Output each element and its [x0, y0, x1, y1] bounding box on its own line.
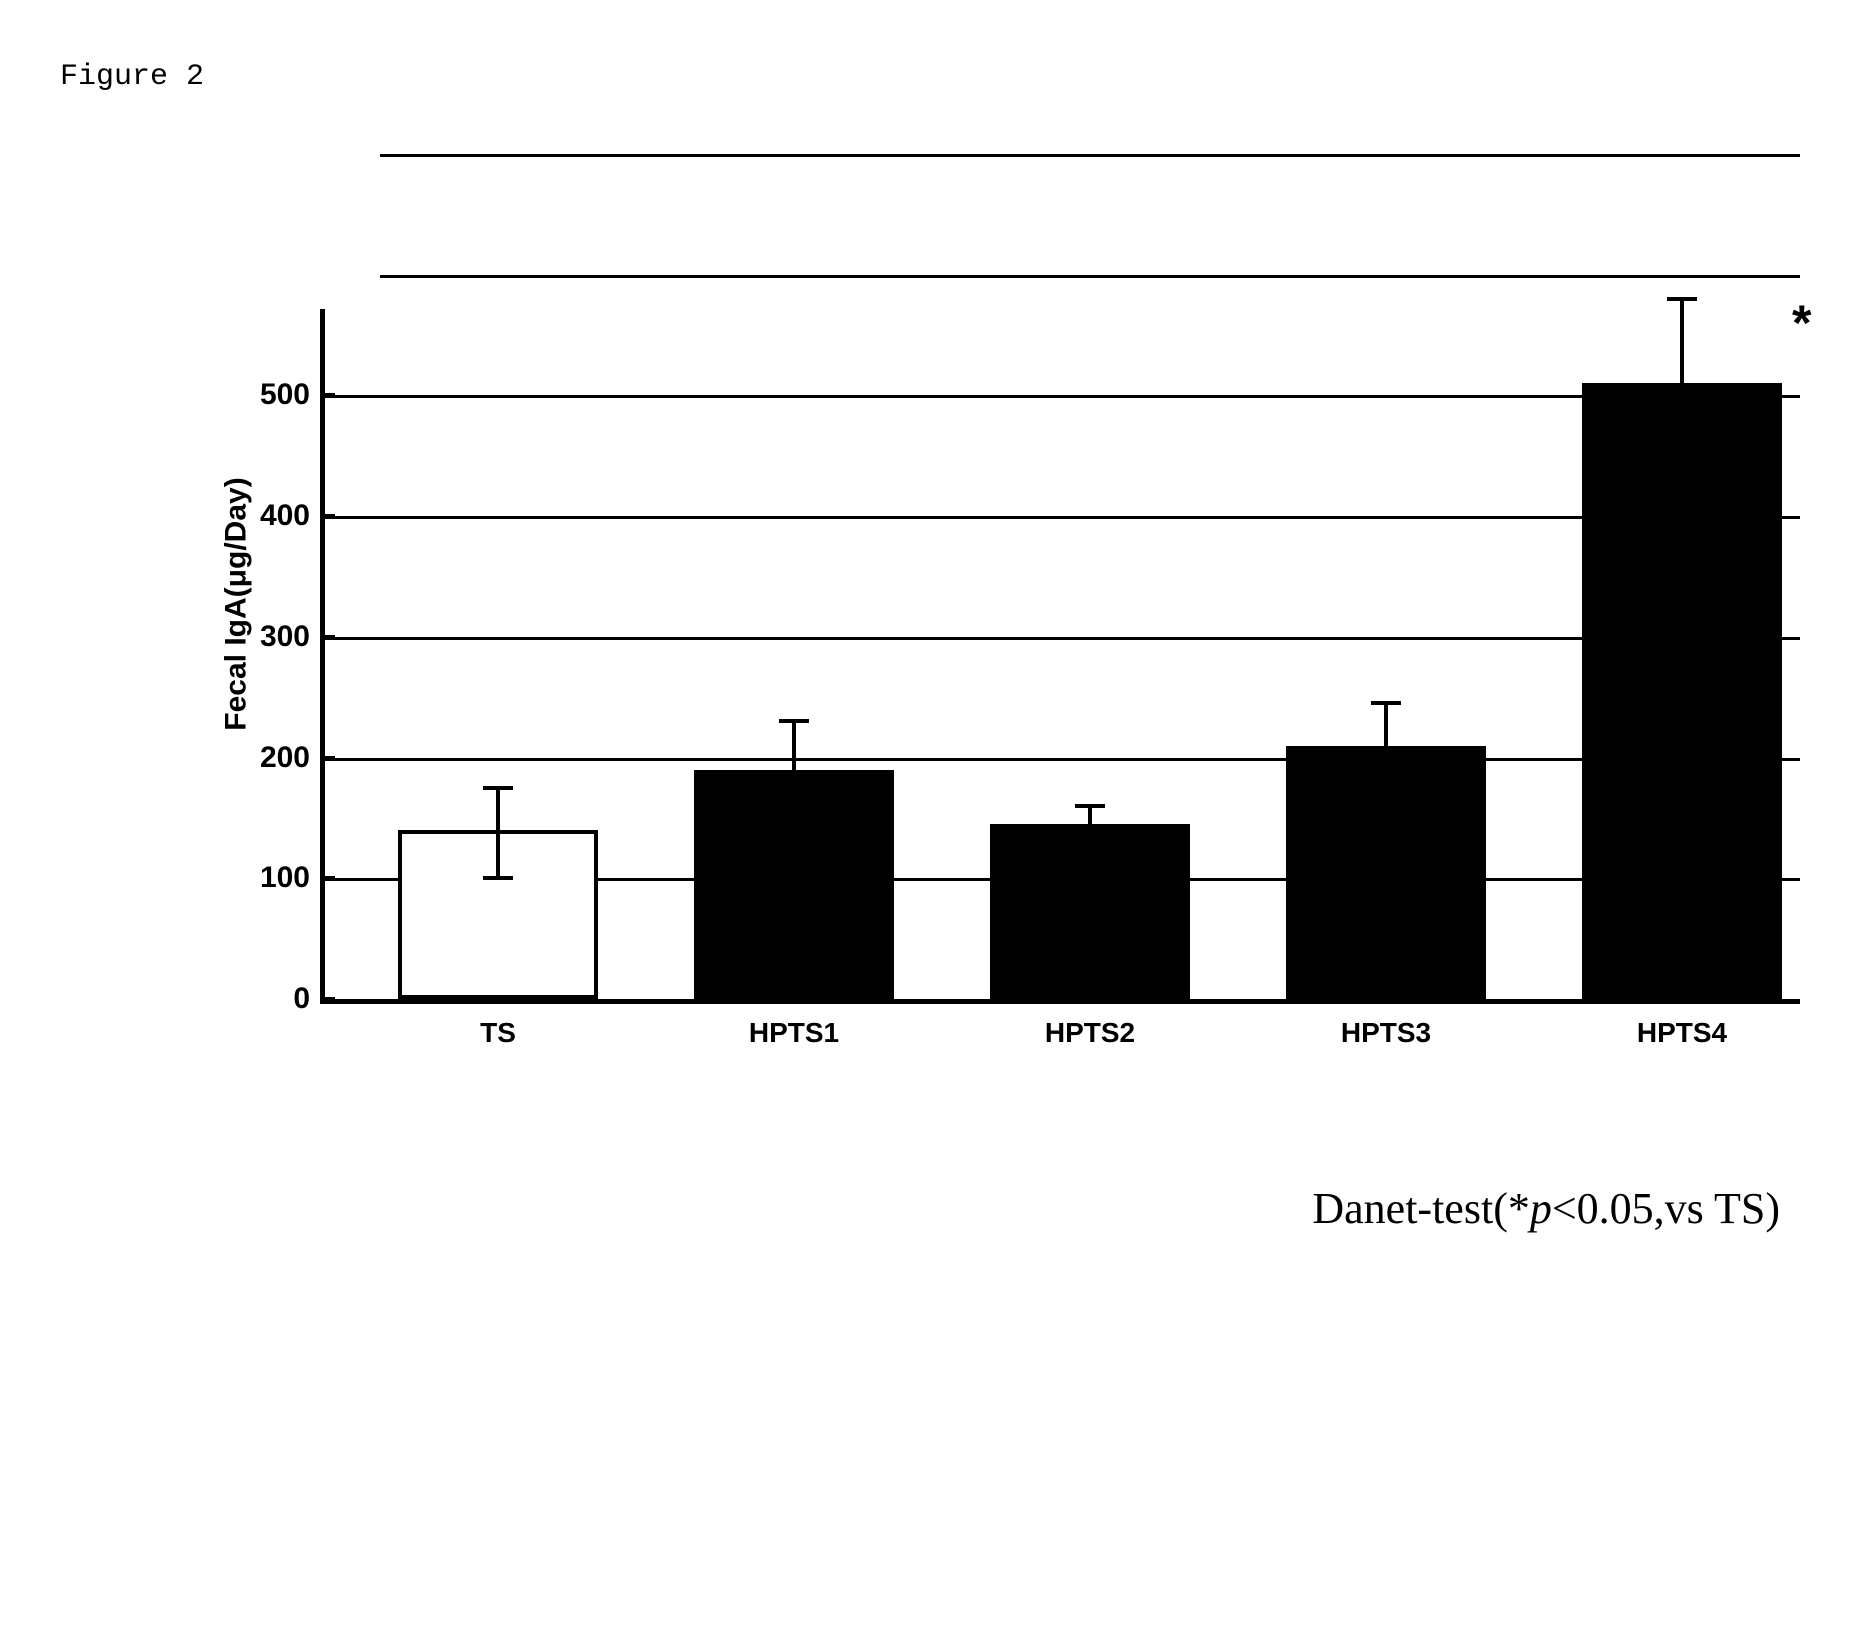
xtick-label: HPTS4	[1637, 1017, 1727, 1049]
ytick-label: 400	[230, 499, 310, 533]
error-bar	[1680, 299, 1684, 384]
caption-p: p	[1530, 1184, 1552, 1233]
ytick-label: 300	[230, 620, 310, 654]
ytick-label: 500	[230, 378, 310, 412]
gridline	[320, 758, 1800, 761]
ytick-mark	[320, 514, 335, 518]
chart-caption: Danet-test(*p<0.05,vs TS)	[1312, 1183, 1780, 1234]
error-bar	[1384, 703, 1388, 745]
error-bar-cap	[1075, 804, 1105, 808]
ytick-label: 0	[230, 982, 310, 1016]
ytick-label: 100	[230, 861, 310, 895]
gridline	[320, 395, 1800, 398]
xtick-label: TS	[480, 1017, 516, 1049]
gridline	[320, 516, 1800, 519]
significance-marker: *	[1792, 294, 1811, 352]
caption-suffix: <0.05,vs TS)	[1552, 1184, 1780, 1233]
gridline	[320, 637, 1800, 640]
ytick-mark	[320, 997, 335, 1001]
bar	[1286, 746, 1486, 1000]
ytick-mark	[320, 635, 335, 639]
ytick-mark	[320, 756, 335, 760]
xtick-label: HPTS3	[1341, 1017, 1431, 1049]
error-bar	[792, 721, 796, 769]
error-bar	[1088, 806, 1092, 824]
bar	[1582, 383, 1782, 999]
bar	[990, 824, 1190, 999]
ytick-mark	[320, 876, 335, 880]
error-bar-cap	[483, 786, 513, 790]
caption-prefix: Danet-test(*	[1312, 1184, 1529, 1233]
error-bar-cap	[779, 719, 809, 723]
xtick-label: HPTS1	[749, 1017, 839, 1049]
error-bar-cap	[483, 876, 513, 880]
bar	[694, 770, 894, 999]
bar-chart: Fecal IgA(μg/Day) 0100200300400500TSHPTS…	[120, 154, 1820, 1054]
ytick-mark	[320, 393, 335, 397]
error-bar-cap	[1371, 701, 1401, 705]
x-axis-line	[320, 999, 1800, 1004]
error-bar	[496, 830, 500, 878]
error-bar	[496, 788, 500, 830]
error-bar-cap	[1667, 297, 1697, 301]
gridline	[380, 275, 1800, 278]
y-axis-line	[320, 309, 325, 1004]
ytick-label: 200	[230, 741, 310, 775]
xtick-label: HPTS2	[1045, 1017, 1135, 1049]
figure-label: Figure 2	[60, 60, 1808, 94]
plot-area: 0100200300400500TSHPTS1HPTS2HPTS3HPTS4*	[320, 154, 1800, 1004]
gridline	[380, 154, 1800, 157]
